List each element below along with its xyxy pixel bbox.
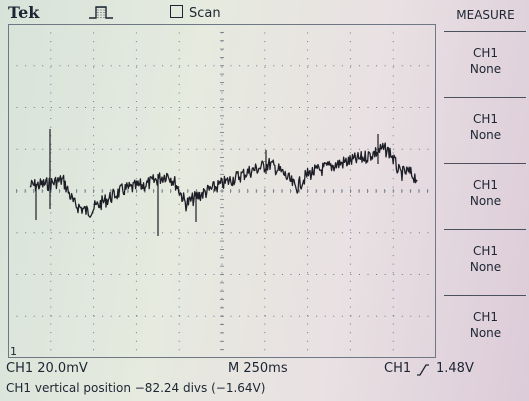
scan-label: Scan: [189, 6, 221, 21]
menu-divider: [444, 295, 526, 296]
measure-slot-channel: CH1: [472, 178, 499, 192]
ground-marker: 1: [10, 345, 17, 358]
measure-slot-value: None: [469, 62, 502, 76]
measure-slot-3[interactable]: CH1 None: [442, 177, 529, 209]
measure-slot-channel: CH1: [472, 46, 499, 60]
measure-slot-1[interactable]: CH1 None: [442, 45, 529, 77]
scan-checkbox[interactable]: [170, 5, 183, 18]
measure-slot-2[interactable]: CH1 None: [442, 111, 529, 143]
measure-slot-channel: CH1: [472, 244, 499, 258]
graticule: [8, 24, 436, 358]
trigger-channel-readout: CH1: [384, 361, 412, 376]
menu-divider: [444, 97, 526, 98]
measure-menu-title: MEASURE: [456, 8, 515, 22]
status-bar: Tek Scan: [0, 0, 440, 24]
ch1-scale-readout: CH1 20.0mV: [6, 361, 88, 376]
waveform-display: 1: [8, 24, 436, 358]
measure-slot-5[interactable]: CH1 None: [442, 309, 529, 341]
measure-slot-channel: CH1: [472, 310, 499, 324]
menu-divider: [444, 229, 526, 230]
trigger-pulse-icon: [89, 6, 113, 19]
menu-divider: [444, 31, 526, 32]
measure-slot-value: None: [469, 128, 502, 142]
measure-slot-value: None: [469, 260, 502, 274]
status-message: CH1 vertical position −82.24 divs (−1.64…: [6, 381, 266, 395]
measure-slot-channel: CH1: [472, 112, 499, 126]
scan-toggle[interactable]: Scan: [170, 5, 221, 21]
trigger-level-readout: 1.48V: [436, 361, 474, 376]
measure-slot-value: None: [469, 326, 502, 340]
rising-edge-icon: [417, 364, 429, 376]
measure-menu: MEASURE CH1 None CH1 None CH1 None CH1 N…: [442, 0, 529, 360]
brand-logo: Tek: [8, 3, 40, 22]
measure-slot-value: None: [469, 194, 502, 208]
measure-slot-4[interactable]: CH1 None: [442, 243, 529, 275]
timebase-readout: M 250ms: [228, 361, 288, 376]
waveform-spikes: [35, 129, 379, 236]
ch1-waveform-trace: [29, 142, 418, 218]
menu-divider: [444, 163, 526, 164]
